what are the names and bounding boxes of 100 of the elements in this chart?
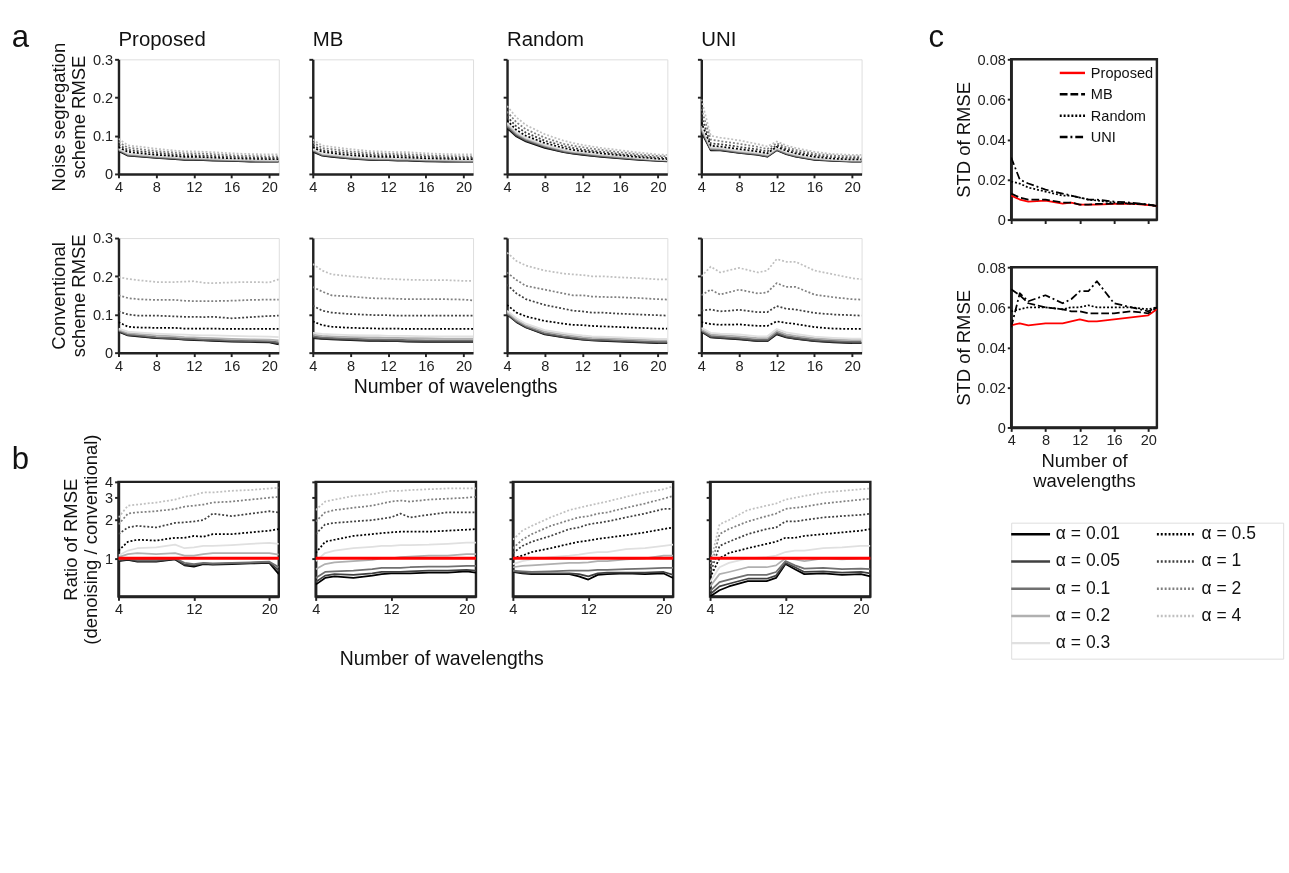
x-axis-title: Number of wavelengths (339, 646, 544, 669)
y-tick-label: 0 (997, 211, 1006, 228)
x-tick-label: 20 (456, 178, 473, 195)
text: b (11, 441, 29, 477)
x-tick-label: 12 (1072, 432, 1089, 449)
y-tick-label: 1 (105, 550, 114, 567)
y-tick-label: 0.08 (977, 51, 1006, 68)
legend-label: α = 1 (1201, 550, 1242, 571)
x-tick-label: 12 (186, 357, 203, 374)
y-tick-label: 2 (105, 512, 114, 529)
legend-label: α = 0.5 (1201, 523, 1256, 544)
y-axis-title: Conventional scheme RMSE (47, 234, 90, 358)
y-axis-title: STD of RMSE (952, 82, 974, 198)
x-tick-label: 16 (612, 357, 629, 374)
x-tick-label: 16 (806, 178, 824, 195)
x-tick-label: 8 (541, 357, 550, 374)
legend-label: UNI (1090, 128, 1116, 145)
x-tick-label: 12 (380, 178, 397, 195)
y-tick-label: 0.02 (977, 171, 1006, 188)
x-tick-label: 8 (346, 357, 356, 374)
legend-label: α = 0.2 (1055, 604, 1111, 625)
y-tick-label: 0.04 (977, 131, 1006, 148)
chart-title: UNI (701, 27, 737, 50)
legend-label: α = 0.1 (1055, 577, 1111, 598)
x-tick-label: 16 (1106, 432, 1123, 449)
y-tick-label: 0 (997, 419, 1006, 436)
y-tick-label: 0.1 (92, 306, 114, 323)
x-tick-label: 4 (312, 601, 321, 618)
legend-label: Proposed (1090, 64, 1154, 81)
x-tick-label: 12 (769, 357, 786, 374)
legend-label: MB (1090, 86, 1113, 103)
y-tick-label: 0.2 (92, 268, 114, 285)
y-tick-label: 0.1 (92, 128, 114, 145)
y-tick-label: 0.2 (92, 89, 114, 106)
x-tick-label: 4 (503, 357, 512, 374)
y-tick-label: 0.08 (977, 259, 1006, 276)
x-tick-label: 8 (735, 178, 744, 195)
chart-title: MB (312, 27, 344, 50)
x-tick-label: 12 (574, 178, 592, 195)
x-tick-label: 20 (853, 601, 870, 618)
legend-label: α = 2 (1201, 577, 1242, 598)
y-tick-label: 0.3 (92, 51, 114, 68)
x-tick-label: 20 (456, 357, 473, 374)
legend-label: α = 0.3 (1055, 631, 1111, 652)
x-tick-label: 4 (509, 601, 518, 618)
y-tick-label: 3 (105, 490, 114, 507)
x-tick-label: 20 (1140, 432, 1157, 449)
x-tick-label: 8 (152, 178, 161, 195)
x-tick-label: 16 (418, 178, 435, 195)
x-tick-label: 8 (541, 178, 550, 195)
x-axis-title: Number of wavelengths (353, 375, 558, 397)
x-tick-label: 20 (844, 357, 861, 374)
legend-label: α = 0.01 (1055, 523, 1120, 544)
x-tick-label: 16 (224, 357, 241, 374)
x-tick-label: 16 (612, 178, 629, 195)
x-tick-label: 8 (152, 357, 161, 374)
x-tick-label: 20 (650, 357, 667, 374)
x-tick-label: 12 (383, 601, 400, 618)
y-axis-title: Ratio of RMSE (denoising / conventional) (59, 434, 102, 645)
x-tick-label: 12 (574, 357, 592, 374)
x-tick-label: 12 (380, 357, 397, 374)
y-tick-label: 0.02 (977, 379, 1006, 396)
x-tick-label: 12 (186, 601, 203, 618)
y-axis-title: Noise segregation scheme RMSE (47, 42, 90, 192)
x-tick-label: 8 (735, 357, 744, 374)
y-tick-label: 0 (105, 345, 114, 362)
chart-title: Random (507, 27, 585, 50)
legend-label: Random (1090, 107, 1146, 124)
y-axis-title: STD of RMSE (952, 289, 974, 406)
x-tick-label: 16 (418, 357, 435, 374)
text: c (928, 18, 945, 54)
x-tick-label: 4 (309, 357, 318, 374)
y-tick-label: 0.06 (977, 299, 1006, 316)
x-tick-label: 20 (261, 178, 278, 195)
y-tick-label: 4 (105, 474, 114, 491)
x-tick-label: 16 (224, 178, 241, 195)
x-axis-title: Number of wavelengths (1032, 449, 1136, 492)
x-tick-label: 4 (309, 178, 318, 195)
x-tick-label: 12 (186, 178, 203, 195)
legend-label: α = 4 (1201, 604, 1242, 625)
x-tick-label: 12 (777, 601, 795, 618)
y-tick-label: 0.04 (977, 339, 1006, 356)
x-tick-label: 20 (656, 601, 673, 618)
legend-label: α = 0.05 (1055, 550, 1120, 571)
x-tick-label: 12 (769, 178, 786, 195)
x-tick-label: 8 (1041, 432, 1051, 449)
x-tick-label: 20 (458, 601, 476, 618)
x-tick-label: 20 (650, 178, 667, 195)
x-tick-label: 20 (844, 178, 861, 195)
x-tick-label: 4 (697, 178, 706, 195)
y-tick-label: 0.06 (977, 91, 1006, 108)
y-tick-label: 0.3 (92, 230, 114, 247)
x-tick-label: 12 (580, 601, 597, 618)
text: a (11, 18, 30, 54)
x-tick-label: 4 (503, 178, 512, 195)
x-tick-label: 4 (697, 357, 706, 374)
x-tick-label: 16 (806, 357, 824, 374)
y-tick-label: 0 (105, 166, 114, 183)
x-tick-label: 20 (261, 357, 278, 374)
x-tick-label: 8 (346, 178, 356, 195)
